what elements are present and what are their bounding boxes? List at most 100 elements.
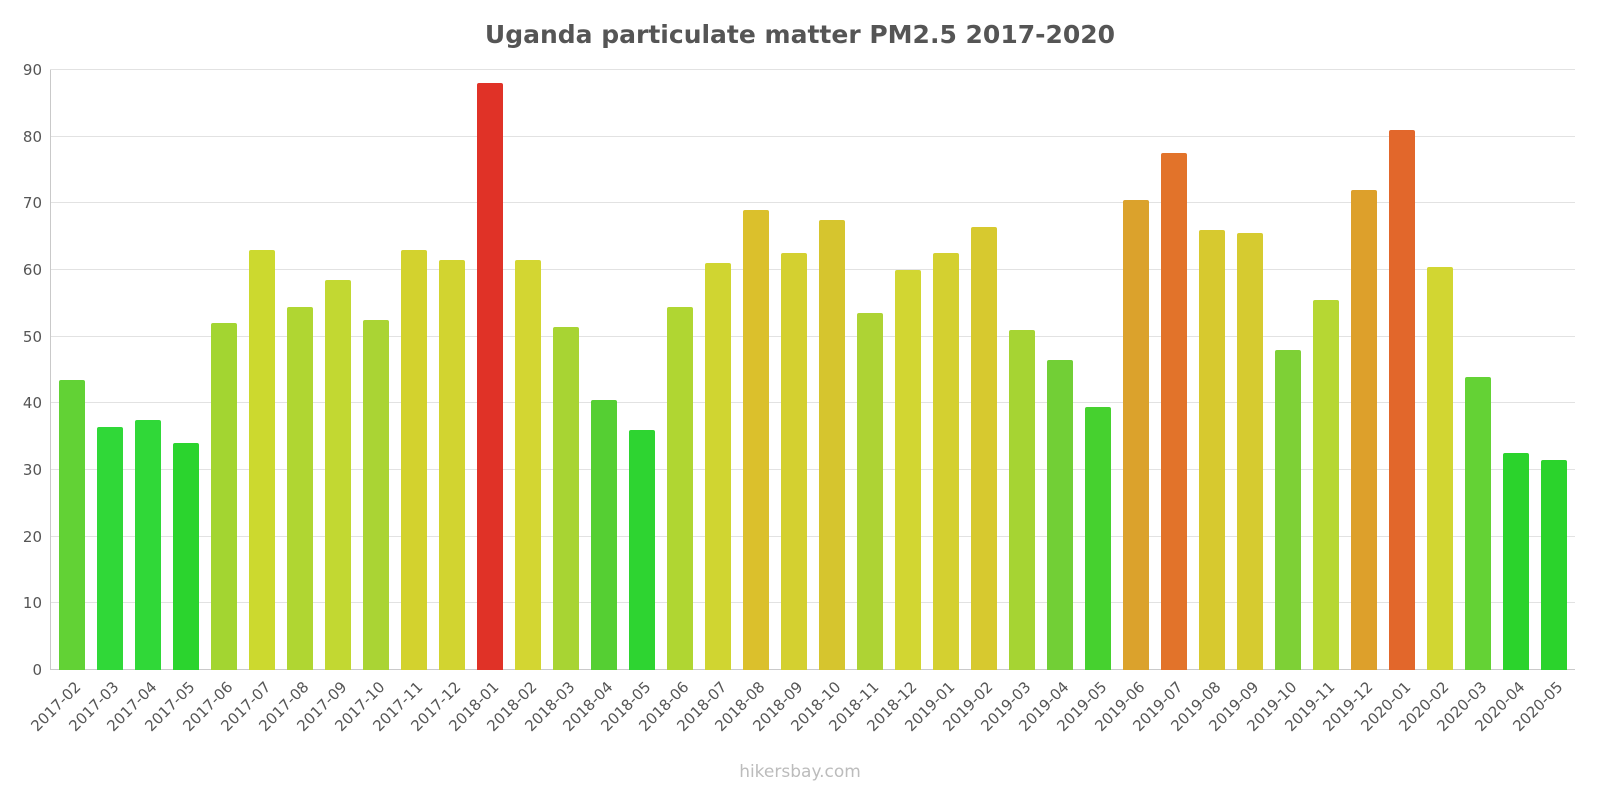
- bar-2017-05: [173, 443, 199, 670]
- bar-slot: 2019-06: [1092, 70, 1155, 735]
- gridline-0: [50, 669, 1575, 670]
- bar-2019-01: [933, 253, 959, 670]
- bar-2019-04: [1047, 360, 1073, 670]
- bar-2018-06: [667, 306, 693, 670]
- gridline-50: [50, 335, 1575, 337]
- bar-2018-04: [591, 400, 617, 670]
- bar-slot: 2019-04: [1016, 70, 1079, 735]
- bar-slot: 2018-05: [598, 70, 661, 735]
- y-tick-label: 50: [22, 327, 42, 346]
- y-tick-label: 40: [22, 394, 42, 413]
- bar-slot: 2019-09: [1206, 70, 1269, 735]
- bar-slot: 2018-08: [712, 70, 775, 735]
- bar-slot: 2018-02: [484, 70, 547, 735]
- watermark: hikersbay.com: [739, 762, 861, 782]
- gridline-30: [50, 469, 1575, 470]
- plot-area: 0 10 20 30 40 50 60 70 80 90 2017-02 2017-03 2017-0…: [23, 61, 1575, 735]
- y-tick-label: 0: [32, 661, 42, 679]
- y-tick-label: 10: [22, 594, 42, 613]
- bar-2017-02: [59, 380, 85, 670]
- chart-title: Uganda particulate matter PM2.5 2017-202…: [484, 20, 1116, 49]
- bar-2018-11: [857, 313, 883, 670]
- bar-2019-03: [1009, 330, 1035, 670]
- y-tick-label: 60: [22, 261, 42, 279]
- bar-2018-10: [819, 220, 845, 670]
- bar-slot: 2018-06: [636, 70, 699, 735]
- bar-2019-09: [1237, 233, 1263, 670]
- bar-slot: 2020-05: [1510, 70, 1573, 735]
- bar-slot: 2020-01: [1358, 70, 1421, 735]
- gridline-20: [50, 535, 1575, 537]
- bar-2017-04: [135, 420, 161, 670]
- bar-slot: 2019-01: [902, 70, 965, 735]
- bar-slot: 2017-04: [104, 70, 167, 735]
- bar-slot: 2017-03: [66, 70, 129, 735]
- bar-2018-03: [553, 326, 579, 670]
- bar-slot: 2019-03: [978, 70, 1041, 735]
- bar-slot: 2017-05: [142, 70, 205, 735]
- y-tick-label: 90: [22, 61, 42, 79]
- bar-2018-01: [477, 83, 503, 670]
- bar-slot: 2019-11: [1282, 70, 1345, 735]
- bar-slot: 2020-03: [1434, 70, 1497, 735]
- bar-slot: 2019-07: [1130, 70, 1193, 735]
- bar-2017-03: [97, 426, 123, 670]
- bar-slot: 2017-11: [370, 70, 433, 735]
- y-tick-label: 70: [22, 194, 42, 213]
- bar-slot: 2017-09: [294, 70, 357, 735]
- gridline-70: [50, 202, 1575, 204]
- bar-slot: 2020-02: [1396, 70, 1459, 735]
- bar-slot: 2017-08: [256, 70, 319, 735]
- y-tick-label: 30: [22, 461, 42, 479]
- gridline-90: [50, 69, 1575, 70]
- bar-slot: 2019-02: [940, 70, 1003, 735]
- y-tick-label: 80: [22, 127, 42, 146]
- bar-slot: 2018-10: [788, 70, 851, 735]
- bar-2019-05: [1085, 406, 1111, 670]
- bar-slot: 2018-09: [750, 70, 813, 735]
- bar-2019-10: [1275, 350, 1301, 670]
- bar-2019-06: [1123, 200, 1149, 670]
- bar-2019-07: [1161, 153, 1187, 670]
- y-tick-label: 20: [22, 527, 42, 546]
- bar-slot: 2017-12: [408, 70, 471, 735]
- bar-2019-08: [1199, 230, 1225, 670]
- bar-2020-04: [1503, 453, 1529, 670]
- bar-slot: 2018-12: [864, 70, 927, 735]
- bar-slot: 2019-05: [1054, 70, 1117, 735]
- bar-2020-03: [1465, 376, 1491, 670]
- bar-series: 2017-02 2017-03 2017-04 2017-05 2017-06 2017-…: [28, 70, 1575, 735]
- bar-2017-09: [325, 280, 351, 670]
- bar-slot: 2019-12: [1320, 70, 1383, 735]
- bar-2020-05: [1541, 460, 1567, 670]
- gridline-40: [50, 402, 1575, 404]
- bar-2018-07: [705, 263, 731, 670]
- bar-2017-11: [401, 250, 427, 670]
- bar-2019-02: [971, 226, 997, 670]
- bar-2017-07: [249, 250, 275, 670]
- bar-slot: 2018-07: [674, 70, 737, 735]
- y-axis-line: [50, 70, 51, 670]
- bar-2020-02: [1427, 266, 1453, 670]
- gridline-10: [50, 602, 1575, 604]
- bar-2019-12: [1351, 190, 1377, 670]
- bar-2019-11: [1313, 300, 1339, 670]
- bar-slot: 2017-10: [332, 70, 395, 735]
- bar-2020-01: [1389, 130, 1415, 670]
- gridline-80: [50, 135, 1575, 137]
- bar-2017-06: [211, 323, 237, 670]
- bar-2018-09: [781, 253, 807, 670]
- bar-2017-08: [287, 306, 313, 670]
- gridline-60: [50, 269, 1575, 270]
- bar-2018-08: [743, 210, 769, 670]
- bar-slot: 2018-01: [446, 70, 509, 735]
- bar-slot: 2020-04: [1472, 70, 1535, 735]
- bar-slot: 2018-11: [826, 70, 889, 735]
- bar-slot: 2019-08: [1168, 70, 1231, 735]
- bar-2018-02: [515, 260, 541, 670]
- bar-slot: 2017-06: [180, 70, 243, 735]
- bar-slot: 2018-04: [560, 70, 623, 735]
- bar-slot: 2018-03: [522, 70, 585, 735]
- bar-2017-10: [363, 320, 389, 670]
